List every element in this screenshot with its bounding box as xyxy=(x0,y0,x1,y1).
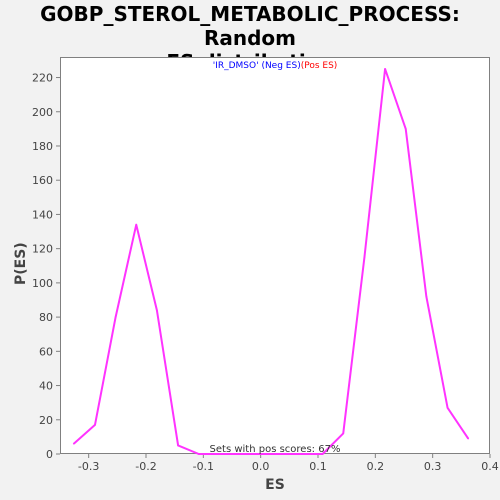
data-point xyxy=(446,406,449,409)
x-tick-label: 0.3 xyxy=(424,460,442,473)
y-tick-label: 220 xyxy=(32,72,53,85)
data-point xyxy=(114,316,117,318)
data-point xyxy=(321,453,324,455)
x-tick-label: 0.2 xyxy=(367,460,385,473)
data-point xyxy=(404,128,407,130)
data-point xyxy=(425,295,428,298)
y-tick-label: 140 xyxy=(32,208,53,221)
data-point xyxy=(363,256,366,259)
x-tick-label: -0.2 xyxy=(135,460,156,473)
data-point xyxy=(72,442,75,445)
x-tick-label: -0.1 xyxy=(193,460,214,473)
x-tick-label: 0.4 xyxy=(481,460,499,473)
data-point xyxy=(384,68,386,70)
y-tick-label: 60 xyxy=(39,345,53,358)
chart-title: GOBP_STEROL_METABOLIC_PROCESS: Random ES… xyxy=(40,2,460,74)
y-tick-label: 200 xyxy=(32,106,53,119)
y-tick-label: 20 xyxy=(39,414,53,427)
pos-score-annotation: Sets with pos scores: 67% xyxy=(209,444,341,455)
y-tick-label: 40 xyxy=(39,380,53,393)
y-tick-label: 160 xyxy=(32,174,53,187)
y-tick-label: 0 xyxy=(46,448,53,461)
y-tick-label: 180 xyxy=(32,140,53,153)
legend-neg-es: (Neg ES) xyxy=(261,61,301,71)
data-point xyxy=(342,432,345,435)
legend-dataset: 'IR_DMSO' xyxy=(212,61,259,71)
x-tick-label: 0.0 xyxy=(252,460,270,473)
x-tick-label: -0.3 xyxy=(78,460,99,473)
data-point xyxy=(94,424,96,426)
es-distribution-line xyxy=(73,67,470,455)
plot-area xyxy=(60,57,490,454)
data-point xyxy=(259,453,262,455)
y-tick-label: 100 xyxy=(32,277,53,290)
legend-pos-es: (Pos ES) xyxy=(300,61,338,71)
data-point xyxy=(301,453,303,455)
data-point xyxy=(280,453,283,455)
y-tick-label: 80 xyxy=(39,311,53,324)
x-tick-label: 0.1 xyxy=(309,460,327,473)
data-point xyxy=(135,223,138,226)
data-point xyxy=(239,453,241,455)
y-tick-label: 120 xyxy=(32,243,53,256)
data-point xyxy=(218,453,221,455)
legend: 'IR_DMSO' (Neg ES)(Pos ES) xyxy=(60,61,490,71)
data-point xyxy=(467,437,470,440)
data-point xyxy=(156,309,158,312)
x-axis-label: ES xyxy=(265,477,285,493)
data-point xyxy=(177,444,179,447)
data-point xyxy=(197,453,200,455)
